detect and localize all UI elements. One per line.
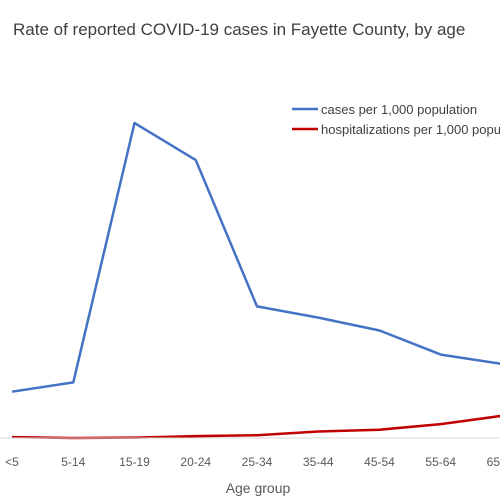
x-axis-title: Age group xyxy=(226,480,291,496)
chart-title: Rate of reported COVID-19 cases in Fayet… xyxy=(13,20,466,39)
x-tick-label: 35-44 xyxy=(303,455,334,469)
x-tick-label: 25-34 xyxy=(242,455,273,469)
x-tick-label: 5-14 xyxy=(61,455,85,469)
series-line-1 xyxy=(11,414,500,440)
x-tick-label: <5 xyxy=(5,455,19,469)
x-tick-label: 45-54 xyxy=(364,455,395,469)
x-tick-label: 15-19 xyxy=(119,455,150,469)
legend: cases per 1,000 population hospitalizatio… xyxy=(292,102,500,137)
x-tick-label: 55-64 xyxy=(425,455,456,469)
legend-label-0: cases per 1,000 population xyxy=(321,102,477,117)
x-tick-label: 65-74 xyxy=(487,455,500,469)
legend-label-1: hospitalizations per 1,000 population xyxy=(321,122,500,137)
x-tick-label: 20-24 xyxy=(180,455,211,469)
series-line-0 xyxy=(11,121,500,393)
plot-area xyxy=(11,121,500,440)
x-tick-labels: <5 5-14 15-19 20-24 25-34 35-44 45-54 55-64 65-7… xyxy=(5,455,500,469)
